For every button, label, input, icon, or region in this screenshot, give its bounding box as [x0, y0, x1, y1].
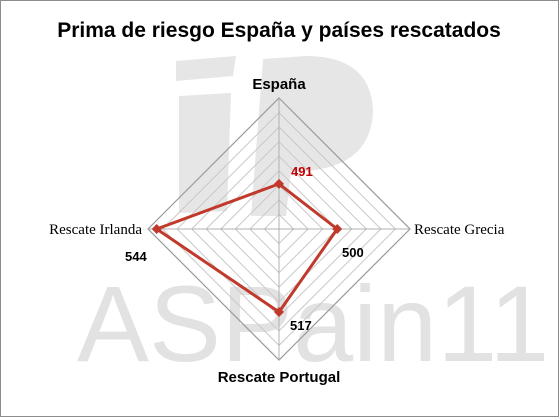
data-label-espana: 491	[291, 164, 313, 179]
data-label-grecia: 500	[342, 245, 364, 260]
data-point	[274, 178, 284, 189]
data-labels: 491 500 517 544	[125, 164, 364, 333]
axis-label-portugal: Rescate Portugal	[218, 369, 341, 386]
data-label-portugal: 517	[290, 318, 312, 333]
watermark-logo-shape	[176, 56, 373, 216]
series-group	[151, 178, 343, 317]
data-point	[274, 306, 284, 317]
radar-spokes	[148, 98, 410, 360]
axis-label-irlanda: Rescate Irlanda	[49, 222, 142, 238]
watermark-text: ASPain11	[77, 263, 549, 384]
chart-title: Prima de riesgo España y países rescatad…	[57, 19, 501, 42]
watermark: ASPain11	[77, 56, 549, 384]
data-label-irlanda: 544	[125, 249, 147, 264]
axis-labels: España Rescate Grecia Rescate Portugal R…	[49, 76, 505, 386]
data-point	[332, 224, 343, 234]
data-point	[151, 224, 162, 234]
axis-label-espana: España	[252, 76, 306, 93]
axis-label-grecia: Rescate Grecia	[414, 222, 505, 238]
